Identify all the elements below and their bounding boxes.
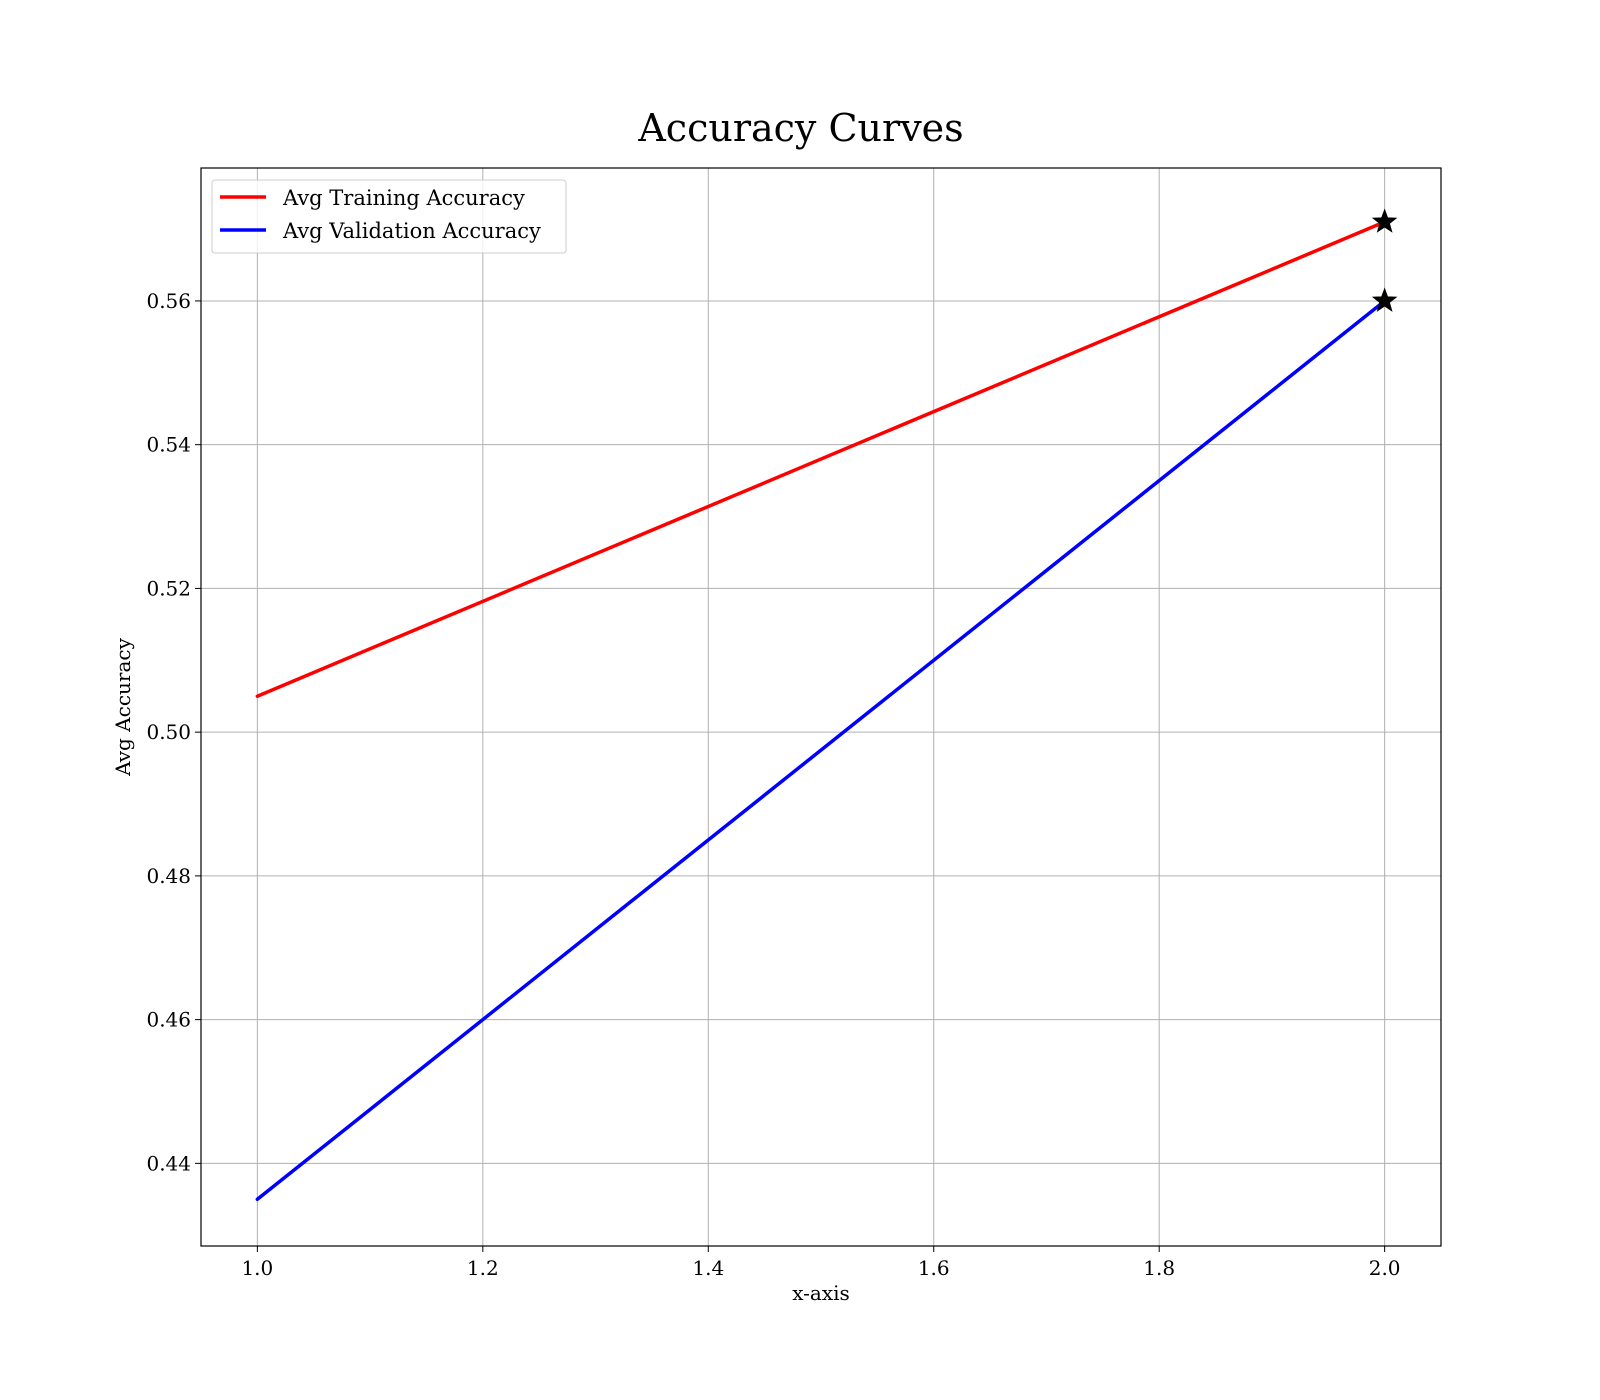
x-tick-label: 1.0: [241, 1256, 273, 1280]
star-marker-avg-training-accuracy: [1371, 208, 1398, 233]
x-axis-ticks: 1.0 1.2 1.4 1.6 1.8 2.0: [241, 1246, 1401, 1280]
y-tick-label: 0.46: [146, 1008, 191, 1032]
x-tick-label: 1.8: [1143, 1256, 1175, 1280]
series-line-avg-training-accuracy: [255, 220, 1387, 698]
legend-box: [211, 179, 567, 254]
y-axis-ticks: 0.44 0.46 0.48 0.50 0.52 0.54 0.56: [146, 289, 201, 1175]
y-tick-label: 0.54: [146, 433, 191, 457]
y-tick-label: 0.44: [146, 1151, 191, 1175]
series-markers: [1371, 208, 1398, 312]
series-line-avg-validation-accuracy: [255, 299, 1387, 1202]
y-tick-label: 0.48: [146, 864, 191, 888]
x-tick-label: 1.4: [692, 1256, 724, 1280]
y-axis-label: Avg Accuracy: [111, 637, 135, 777]
y-tick-label: 0.56: [146, 289, 191, 313]
star-marker-avg-validation-accuracy: [1371, 287, 1398, 312]
x-tick-label: 1.2: [467, 1256, 499, 1280]
x-tick-label: 2.0: [1369, 1256, 1401, 1280]
legend-label-training: Avg Training Accuracy: [282, 186, 525, 210]
legend: Avg Training Accuracy Avg Validation Acc…: [211, 179, 567, 254]
x-axis-label: x-axis: [792, 1281, 850, 1305]
legend-label-validation: Avg Validation Accuracy: [282, 219, 541, 243]
y-tick-label: 0.50: [146, 720, 191, 744]
grid-lines: [201, 168, 1441, 1246]
y-tick-label: 0.52: [146, 576, 191, 600]
plot-frame: [200, 167, 1442, 1247]
x-tick-label: 1.6: [918, 1256, 950, 1280]
chart-title: Accuracy Curves: [637, 106, 963, 150]
series-lines: [255, 220, 1387, 1202]
